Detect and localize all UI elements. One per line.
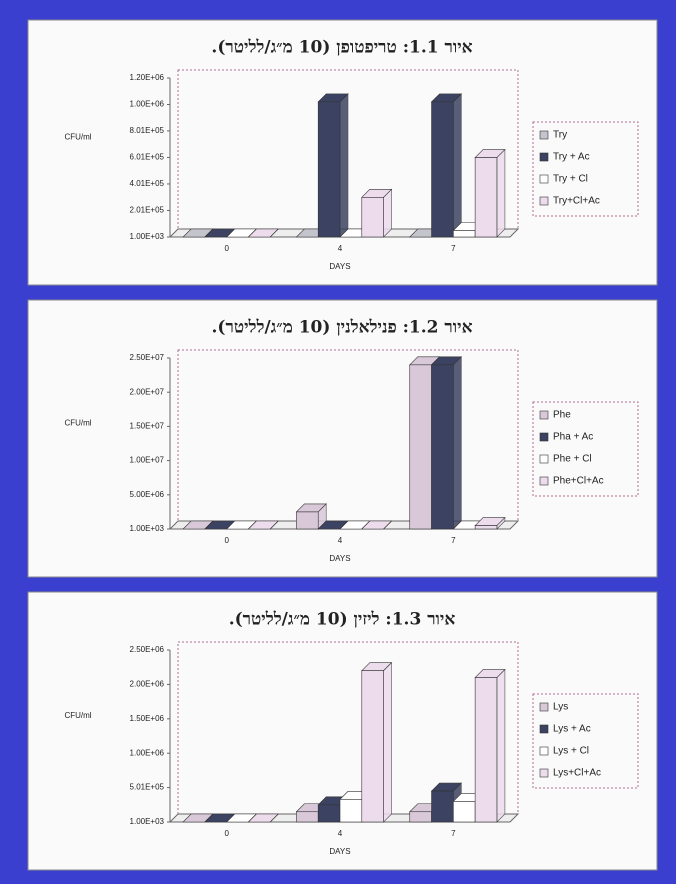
legend-swatch xyxy=(539,454,549,464)
legend-label: Lys+Cl+Ac xyxy=(553,768,601,779)
bar xyxy=(431,101,454,238)
panel xyxy=(27,299,658,578)
bar xyxy=(453,230,476,238)
bar-side xyxy=(383,188,392,238)
y-tick-label: 1.50E+06 xyxy=(130,714,165,723)
x-tick-label: 0 xyxy=(224,244,229,253)
legend-swatch xyxy=(539,702,549,712)
legend-swatch xyxy=(539,476,549,486)
legend-swatch xyxy=(539,152,549,162)
y-tick-label: 2.50E+07 xyxy=(130,353,165,362)
legend-label: Phe+Cl+Ac xyxy=(553,476,604,487)
y-tick-label: 1.00E+03 xyxy=(130,817,165,826)
y-tick-label: 4.01E+05 xyxy=(130,179,165,188)
legend-swatch xyxy=(539,432,549,442)
y-tick-label: 6.01E+05 xyxy=(130,153,165,162)
y-tick-label: 5.01E+05 xyxy=(130,783,165,792)
bar xyxy=(409,811,432,823)
legend-label: Pha + Ac xyxy=(553,432,593,443)
legend-swatch xyxy=(539,174,549,184)
bar xyxy=(296,811,319,823)
bar xyxy=(361,670,384,823)
legend-swatch xyxy=(539,724,549,734)
bar-side xyxy=(270,520,279,530)
bar xyxy=(296,511,319,530)
legend-box xyxy=(532,693,639,789)
y-tick-label: 2.50E+06 xyxy=(130,645,165,654)
bar xyxy=(453,801,476,823)
x-tick-label: 0 xyxy=(224,536,229,545)
y-tick-label: 2.00E+06 xyxy=(130,680,165,689)
x-axis-label: DAYS xyxy=(329,554,350,563)
y-axis-label: CFU/ml xyxy=(64,133,91,142)
y-tick-label: 2.01E+05 xyxy=(130,206,165,215)
y-tick-label: 1.00E+03 xyxy=(130,232,165,241)
bar xyxy=(361,197,384,238)
x-tick-label: 4 xyxy=(338,244,343,253)
y-tick-label: 1.00E+06 xyxy=(130,100,165,109)
legend-label: Phe + Cl xyxy=(553,454,592,465)
bar-side xyxy=(496,668,506,823)
bar-side xyxy=(270,228,279,238)
y-tick-label: 1.20E+06 xyxy=(130,73,165,82)
chart-title: איור 1.2: פנילאלנין (10 מ״ג/לליטר). xyxy=(212,318,473,338)
bar-side xyxy=(496,148,506,238)
x-tick-label: 4 xyxy=(338,536,343,545)
legend-label: Phe xyxy=(553,410,571,421)
legend-label: Lys + Ac xyxy=(553,724,591,735)
legend-label: Try + Ac xyxy=(553,152,590,163)
chart-title: איור 1.3: ליזין (10 מ״ג/לליטר). xyxy=(229,610,456,630)
legend-label: Lys xyxy=(553,702,568,713)
legend-swatch xyxy=(539,746,549,756)
legend-swatch xyxy=(539,130,549,140)
bar-side xyxy=(383,520,392,530)
y-axis-label: CFU/ml xyxy=(64,419,91,428)
bar-side xyxy=(453,93,462,238)
x-axis-label: DAYS xyxy=(329,847,350,856)
x-tick-label: 7 xyxy=(451,536,456,545)
legend-swatch xyxy=(539,768,549,778)
chart-title: איור 1.1: טריפטופן (10 מ״ג/לליטר). xyxy=(211,38,472,58)
y-tick-label: 8.01E+05 xyxy=(130,126,165,135)
legend-box xyxy=(532,121,639,217)
bar xyxy=(317,101,341,238)
legend-label: Lys + Cl xyxy=(553,746,589,757)
y-tick-label: 1.00E+07 xyxy=(130,456,165,465)
panel xyxy=(27,591,658,871)
y-tick-label: 1.00E+03 xyxy=(130,524,165,533)
bar xyxy=(474,525,498,530)
y-tick-label: 1.00E+06 xyxy=(130,748,165,757)
bar xyxy=(339,799,363,823)
bar xyxy=(431,790,454,823)
x-tick-label: 4 xyxy=(338,829,343,838)
y-tick-label: 1.50E+07 xyxy=(130,422,165,431)
bar-side xyxy=(453,356,462,530)
legend-label: Try+Cl+Ac xyxy=(553,196,600,207)
bar xyxy=(474,157,498,238)
bar-side xyxy=(270,813,279,823)
x-tick-label: 7 xyxy=(451,829,456,838)
legend-label: Try + Cl xyxy=(553,174,588,185)
bar-side xyxy=(383,661,392,823)
bar xyxy=(431,364,454,530)
bar xyxy=(474,677,498,823)
y-tick-label: 5.00E+06 xyxy=(130,490,165,499)
x-tick-label: 7 xyxy=(451,244,456,253)
x-axis-label: DAYS xyxy=(329,262,350,271)
legend-box xyxy=(532,401,639,497)
y-tick-label: 2.00E+07 xyxy=(130,387,165,396)
bar-side xyxy=(339,93,349,238)
bar xyxy=(409,364,432,530)
legend-swatch xyxy=(539,410,549,420)
bar xyxy=(317,804,341,823)
legend-swatch xyxy=(539,196,549,206)
legend-label: Try xyxy=(553,130,567,141)
y-axis-label: CFU/ml xyxy=(64,711,91,720)
x-tick-label: 0 xyxy=(224,829,229,838)
